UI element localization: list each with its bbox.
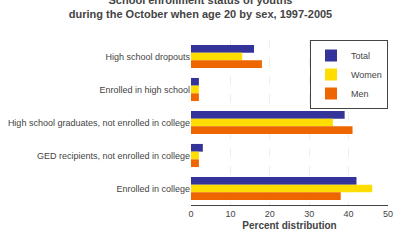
- svg-text:50: 50: [383, 209, 393, 219]
- svg-text:20: 20: [265, 209, 275, 219]
- svg-text:Total: Total: [351, 51, 370, 61]
- svg-text:Percent distribution: Percent distribution: [242, 220, 336, 231]
- svg-text:High school graduates, not enr: High school graduates, not enrolled in c…: [8, 118, 190, 128]
- svg-text:Enrolled in college: Enrolled in college: [116, 184, 190, 194]
- svg-text:High school dropouts: High school dropouts: [105, 52, 190, 62]
- svg-text:30: 30: [304, 209, 314, 219]
- svg-text:Enrolled in high school: Enrolled in high school: [99, 85, 190, 95]
- svg-text:GED recipients, not enrolled i: GED recipients, not enrolled in college: [37, 151, 190, 161]
- svg-text:10: 10: [225, 209, 235, 219]
- svg-text:0: 0: [188, 209, 193, 219]
- svg-text:Men: Men: [351, 89, 369, 99]
- svg-text:40: 40: [344, 209, 354, 219]
- svg-text:Women: Women: [351, 70, 382, 80]
- svg-text:School enrollment status of yo: School enrollment status of youthsduring…: [69, 0, 333, 20]
